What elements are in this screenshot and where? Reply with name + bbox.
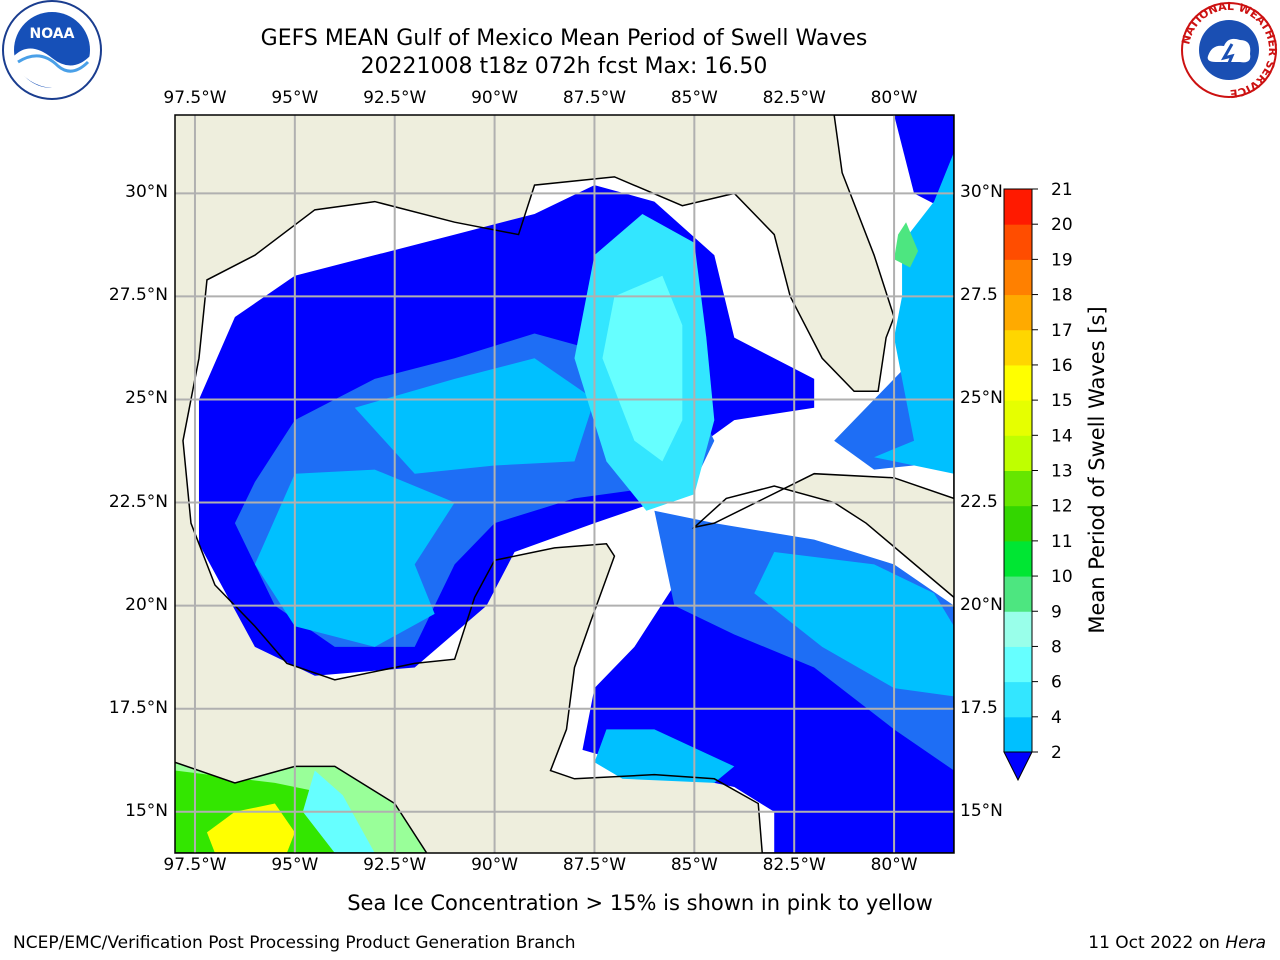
pacific-band-yellow — [206, 803, 295, 853]
colorbar-segment — [1004, 540, 1032, 577]
plot-title: GEFS MEAN Gulf of Mexico Mean Period of … — [260, 26, 868, 51]
lon-label-bot: 95°W — [271, 855, 319, 875]
colorbar-tick-label: 2 — [1051, 743, 1062, 763]
colorbar-segment — [1004, 224, 1032, 260]
colorbar-tick-label: 16 — [1051, 356, 1073, 376]
footer-date-text: 11 Oct 2022 on — [1088, 933, 1226, 953]
sea-ice-note: Sea Ice Concentration > 15% is shown in … — [347, 891, 933, 915]
footer-host: Hera — [1225, 933, 1266, 953]
colorbar-tick-label: 4 — [1051, 708, 1062, 728]
lat-label-right: 17.5 — [960, 697, 998, 718]
lat-label-left: 15°N — [125, 800, 168, 821]
lat-label-right: 30°N — [960, 182, 1003, 203]
colorbar-segment — [1004, 470, 1032, 507]
lon-label-bot: 87.5°W — [562, 855, 627, 875]
colorbar-tick-label: 15 — [1051, 391, 1073, 411]
lat-label-right: 15°N — [960, 800, 1003, 821]
lon-label-bot: 85°W — [670, 855, 718, 875]
colorbar-tick-label: 14 — [1051, 426, 1073, 446]
colorbar-segment — [1004, 329, 1032, 366]
noaa-logo: NOAA — [2, 0, 102, 100]
colorbar-tick-label: 13 — [1051, 462, 1073, 482]
lat-label-left: 22.5°N — [108, 491, 168, 512]
swell-region-honduras — [594, 729, 735, 783]
colorbar-segment — [1004, 189, 1032, 225]
lon-label-bot: 92.5°W — [363, 855, 427, 875]
nws-logo: NATIONAL WEATHER SERVICE — [1179, 0, 1279, 100]
swell-region-loop-core — [602, 275, 683, 462]
colorbar-label: Mean Period of Swell Waves [s] — [1085, 306, 1109, 634]
coastline-0 — [182, 115, 954, 853]
lon-label-top: 97.5°W — [163, 88, 227, 108]
lon-label-bot: 80°W — [870, 855, 918, 875]
colorbar: 2 4 6 8 9 10 11 12 13 14 15 16 17 18 19 20 21 — [1003, 180, 1073, 782]
lon-label-bot: 90°W — [471, 855, 519, 875]
colorbar-segment — [1004, 294, 1032, 331]
colorbar-tick-label: 6 — [1051, 673, 1062, 693]
lon-label-top: 87.5°W — [562, 88, 627, 108]
colorbar-tick-label: 10 — [1051, 567, 1073, 587]
lat-label-right: 25°N — [960, 388, 1003, 409]
colorbar-extend — [1003, 751, 1033, 782]
swell-region-green-patch — [894, 222, 919, 268]
map-frame — [174, 114, 955, 854]
plot-subtitle-forecast: 20221008 t18z 072h fcst Max: 16.50 — [360, 54, 768, 79]
colorbar-tick-label: 12 — [1051, 497, 1073, 517]
colorbar-segment — [1004, 259, 1032, 296]
swell-region-east-coast — [874, 152, 954, 474]
lat-label-right: 20°N — [960, 594, 1003, 615]
footer-date: 11 Oct 2022 on Hera — [1088, 933, 1266, 953]
colorbar-tick-label: 11 — [1051, 532, 1073, 552]
lon-label-top: 95°W — [271, 88, 319, 108]
lat-label-left: 27.5°N — [108, 285, 168, 306]
lon-label-top: 82.5°W — [762, 88, 826, 108]
lat-label-right: 22.5 — [960, 491, 998, 512]
lat-label-left: 25°N — [125, 388, 168, 409]
colorbar-tick-label: 20 — [1051, 215, 1073, 235]
lon-label-bot: 97.5°W — [163, 855, 227, 875]
colorbar-tick-label: 19 — [1051, 250, 1073, 270]
colorbar-segment — [1004, 435, 1032, 471]
lat-label-left: 17.5°N — [108, 697, 168, 718]
lon-label-top: 90°W — [471, 88, 519, 108]
lat-label-left: 20°N — [125, 594, 168, 615]
colorbar-segment — [1004, 611, 1032, 647]
colorbar-tick-label: 9 — [1051, 602, 1062, 622]
colorbar-segment — [1004, 646, 1032, 683]
lat-label-left: 30°N — [125, 182, 168, 203]
colorbar-segment — [1004, 576, 1032, 612]
lat-label-right: 27.5 — [960, 285, 998, 306]
lon-label-bot: 82.5°W — [762, 855, 826, 875]
colorbar-tick-label: 18 — [1051, 286, 1073, 306]
swell-region-bay — [254, 469, 455, 647]
colorbar-tick-label: 21 — [1051, 180, 1073, 200]
lon-label-top: 92.5°W — [363, 88, 427, 108]
colorbar-segment — [1004, 364, 1032, 401]
svg-text:NOAA: NOAA — [30, 26, 75, 42]
lon-label-top: 85°W — [670, 88, 718, 108]
map-field — [175, 115, 954, 853]
colorbar-segment — [1004, 681, 1032, 718]
lon-label-top: 80°W — [870, 88, 918, 108]
colorbar-segment — [1004, 505, 1032, 542]
colorbar-tick-label: 17 — [1051, 321, 1073, 341]
colorbar-segment — [1004, 400, 1032, 436]
coastline-1 — [175, 761, 428, 853]
swell-region-central — [354, 358, 595, 474]
colorbar-tick-label: 8 — [1051, 637, 1062, 657]
footer-branch: NCEP/EMC/Verification Post Processing Pr… — [13, 933, 576, 953]
swell-region-cayman — [754, 552, 954, 697]
colorbar-segment — [1004, 716, 1032, 753]
